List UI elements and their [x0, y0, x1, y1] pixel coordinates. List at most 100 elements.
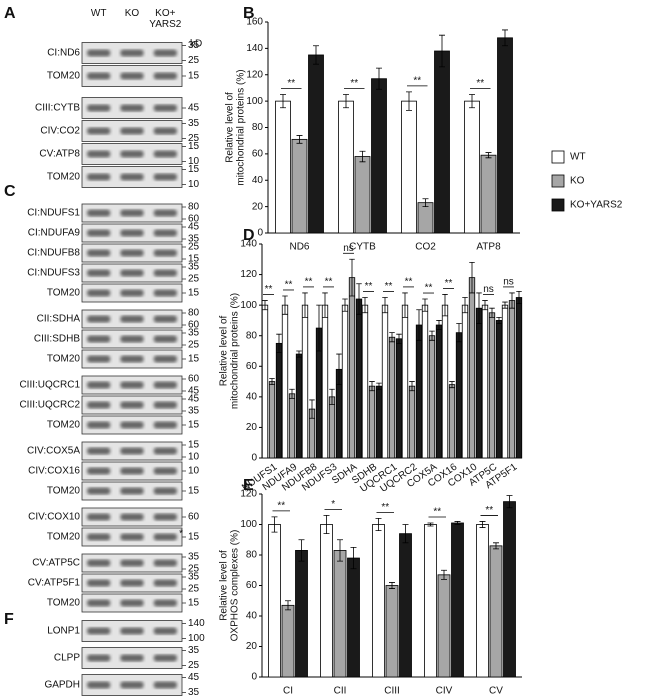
blot-band [120, 467, 144, 475]
significance-label: ** [285, 280, 293, 291]
marker-label: 10 [188, 179, 200, 190]
marker-label: 45 [188, 222, 200, 233]
blot-band [153, 72, 177, 80]
blot-band [87, 654, 111, 662]
row-label: CI:NDUFS1 [27, 208, 80, 219]
x-tick-label: CV [489, 686, 503, 697]
row-label: CIV:COX10 [28, 512, 80, 523]
error-bar [442, 294, 448, 317]
row-label: CI:NDUFB8 [27, 248, 80, 259]
blot-band [120, 355, 144, 363]
x-tick-label: CO2 [415, 242, 436, 253]
blot-band [153, 627, 177, 635]
bar [451, 522, 464, 678]
marker-note: * [179, 529, 183, 540]
marker-label: 80 [188, 308, 200, 319]
y-tick-label: 100 [240, 300, 257, 311]
bar [424, 524, 437, 678]
bar [268, 381, 276, 459]
bar [308, 54, 324, 234]
error-bar [337, 539, 343, 562]
y-tick-label: 80 [246, 330, 258, 341]
blot-band [87, 447, 111, 455]
blot-band [120, 401, 144, 409]
bar [503, 501, 516, 678]
row-label: LONP1 [47, 626, 80, 637]
blot-band [87, 533, 111, 541]
bar [291, 138, 308, 234]
error-bar [271, 516, 278, 533]
bar [489, 545, 503, 678]
panel-label: F [4, 611, 14, 628]
bar [435, 324, 443, 459]
marker-label: 60 [188, 320, 200, 331]
significance-label: ** [445, 278, 453, 289]
blot-band [120, 150, 144, 158]
error-bar [376, 382, 382, 390]
error-bar [476, 292, 482, 324]
blot-band [87, 335, 111, 343]
bar [408, 385, 416, 459]
error-bar [336, 353, 342, 386]
x-tick-label: CIV [436, 686, 453, 697]
y-axis-label: mitochondrial proteins (%) [236, 69, 247, 185]
bar [401, 304, 409, 459]
marker-label: 35 [188, 262, 200, 273]
error-bar [449, 381, 455, 389]
lane-label: WT [90, 8, 107, 19]
marker-label: 35 [188, 572, 200, 583]
error-bar [375, 518, 382, 531]
blot-band [153, 654, 177, 662]
bar [295, 550, 308, 678]
bar [399, 533, 412, 678]
error-bar [289, 388, 295, 399]
error-bar [382, 297, 388, 314]
significance-label: ** [476, 78, 484, 89]
marker-label: 15 [188, 420, 200, 431]
error-bar [454, 521, 461, 525]
error-bar [323, 514, 330, 535]
y-tick-label: 120 [240, 489, 257, 500]
blot-band [153, 681, 177, 689]
error-bar [350, 546, 357, 570]
blot-band [120, 533, 144, 541]
error-bar [262, 300, 268, 311]
marker-label: 45 [188, 394, 200, 405]
marker-label: 35 [188, 687, 200, 698]
marker-label: 25 [188, 242, 200, 253]
blot-band [120, 559, 144, 567]
bar [475, 307, 483, 459]
bar [381, 304, 389, 459]
y-tick-label: 0 [257, 228, 263, 239]
marker-label: 80 [188, 202, 200, 213]
error-bar [296, 135, 303, 144]
error-bar [402, 292, 408, 318]
blot-band [87, 559, 111, 567]
error-bar [482, 300, 488, 311]
bar [428, 335, 436, 459]
row-label: CIV:COX16 [28, 466, 80, 477]
y-tick-label: 40 [246, 611, 258, 622]
error-bar [439, 34, 445, 68]
blot-band [120, 513, 144, 521]
y-axis-label: Relative level of [225, 92, 236, 163]
blot-band [153, 381, 177, 389]
legend-swatch [551, 174, 565, 188]
blot-band [87, 401, 111, 409]
row-label: CV:ATP8 [39, 149, 80, 160]
bar [437, 574, 451, 678]
legend-swatch [551, 198, 565, 212]
marker-label: 60 [188, 512, 200, 523]
error-bar [298, 539, 305, 562]
bar [333, 550, 347, 678]
row-label: CIII:CYTB [35, 103, 80, 114]
significance-label: ** [413, 76, 421, 87]
bar [415, 324, 423, 459]
row-label: TOM20 [47, 532, 81, 543]
error-bar [369, 381, 375, 392]
marker-label: 25 [188, 564, 200, 575]
blot-band [87, 104, 111, 112]
bar [417, 202, 434, 234]
error-bar [362, 297, 368, 314]
marker-label: 60 [188, 214, 200, 225]
